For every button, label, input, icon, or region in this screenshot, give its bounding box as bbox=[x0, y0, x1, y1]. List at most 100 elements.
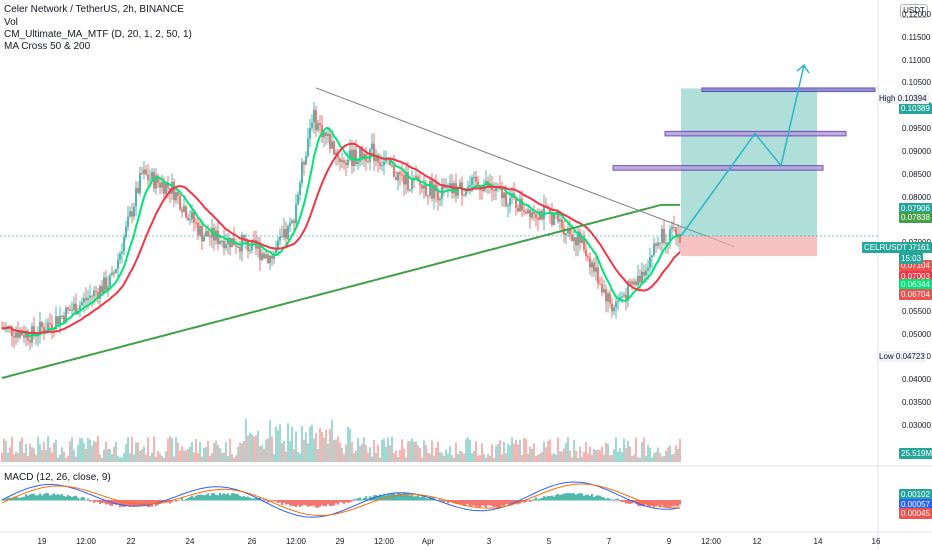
macd-histogram-bar bbox=[251, 498, 253, 501]
candle-body bbox=[129, 211, 131, 217]
volume-bar bbox=[435, 447, 437, 462]
candle-body bbox=[335, 152, 337, 155]
candle-body bbox=[623, 294, 625, 297]
volume-bar bbox=[65, 457, 67, 462]
candle-body bbox=[283, 229, 285, 238]
macd-histogram-bar bbox=[99, 500, 101, 504]
volume-bar bbox=[341, 447, 343, 462]
price-label: 0.07104 bbox=[899, 260, 932, 271]
volume-bar bbox=[79, 438, 81, 462]
candle-body bbox=[305, 156, 307, 165]
candle-body bbox=[293, 220, 295, 224]
candle-body bbox=[21, 331, 23, 336]
macd-histogram-bar bbox=[589, 496, 591, 501]
candle-body bbox=[463, 194, 465, 196]
candle-body bbox=[87, 298, 89, 301]
currency-button[interactable]: USDT bbox=[900, 4, 928, 18]
macd-histogram-bar bbox=[495, 500, 497, 507]
candle-body bbox=[585, 249, 587, 257]
volume-bar bbox=[213, 442, 215, 462]
candle-body bbox=[243, 235, 245, 241]
macd-histogram-bar bbox=[487, 500, 489, 506]
candle-body bbox=[573, 237, 575, 242]
volume-bar bbox=[55, 439, 57, 462]
volume-bar bbox=[375, 452, 377, 462]
candle-body bbox=[527, 209, 529, 214]
macd-histogram-bar bbox=[49, 495, 51, 501]
volume-bar bbox=[465, 439, 467, 462]
volume-bar bbox=[405, 457, 407, 462]
candle-body bbox=[113, 272, 115, 274]
volume-bar bbox=[33, 448, 35, 462]
candle-body bbox=[611, 303, 613, 312]
volume-bar bbox=[323, 437, 325, 462]
macd-histogram-bar bbox=[11, 497, 13, 501]
candle-body bbox=[299, 183, 301, 195]
macd-label: 0.00102 bbox=[899, 489, 932, 500]
volume-bar bbox=[73, 450, 75, 462]
volume-bar bbox=[105, 441, 107, 462]
ma-cross-legend[interactable]: MA Cross 50 & 200 bbox=[4, 41, 91, 52]
macd-histogram-bar bbox=[349, 500, 351, 503]
macd-histogram-bar bbox=[55, 494, 57, 501]
candle-body bbox=[71, 309, 73, 311]
volume-bar bbox=[225, 442, 227, 462]
volume-bar bbox=[221, 452, 223, 462]
macd-histogram-bar bbox=[423, 496, 425, 501]
macd-histogram-bar bbox=[143, 500, 145, 507]
candle-body bbox=[25, 331, 27, 338]
macd-histogram-bar bbox=[503, 500, 505, 507]
volume-bar bbox=[61, 447, 63, 462]
macd-histogram-bar bbox=[187, 498, 189, 501]
volume-bar bbox=[77, 444, 79, 462]
price-tick-label: 0.11000 bbox=[902, 55, 931, 65]
macd-histogram-bar bbox=[479, 500, 481, 508]
volume-bar bbox=[483, 454, 485, 462]
candle-body bbox=[287, 225, 289, 239]
volume-bar bbox=[505, 453, 507, 462]
macd-histogram-bar bbox=[405, 492, 407, 501]
candle-body bbox=[459, 182, 461, 188]
macd-legend[interactable]: MACD (12, 26, close, 9) bbox=[4, 472, 111, 483]
macd-label: 0.00045 bbox=[899, 508, 932, 519]
macd-histogram-bar bbox=[223, 493, 225, 501]
volume-bar bbox=[557, 437, 559, 462]
candle-body bbox=[189, 219, 191, 221]
volume-bar bbox=[663, 455, 665, 462]
candle-body bbox=[13, 335, 15, 338]
volume-bar bbox=[309, 426, 311, 462]
candle-body bbox=[147, 174, 149, 180]
macd-histogram-bar bbox=[33, 493, 35, 501]
volume-bar bbox=[451, 455, 453, 462]
macd-histogram-bar bbox=[283, 500, 285, 503]
volume-bar bbox=[49, 447, 51, 462]
low-label: Low 0.04723 bbox=[877, 351, 927, 362]
volume-bar bbox=[241, 443, 243, 462]
candle-body bbox=[433, 184, 435, 199]
candle-body bbox=[45, 329, 47, 333]
volume-bar bbox=[245, 418, 247, 462]
macd-histogram-bar bbox=[233, 493, 235, 501]
volume-bar bbox=[167, 438, 169, 462]
candle-body bbox=[219, 241, 221, 244]
macd-histogram-bar bbox=[641, 500, 643, 507]
macd-histogram-bar bbox=[171, 500, 173, 503]
high-label: High 0.10394 bbox=[877, 93, 929, 104]
volume-legend[interactable]: Vol bbox=[4, 17, 18, 28]
volume-bar bbox=[247, 435, 249, 462]
macd-histogram-bar bbox=[343, 500, 345, 504]
macd-histogram-bar bbox=[179, 499, 181, 501]
candle-body bbox=[199, 225, 201, 236]
symbol-legend[interactable]: Celer Network / TetherUS, 2h, BINANCE bbox=[4, 4, 184, 15]
volume-bar bbox=[623, 438, 625, 462]
macd-histogram-bar bbox=[465, 500, 467, 505]
volume-bar bbox=[597, 449, 599, 462]
macd-histogram-bar bbox=[381, 495, 383, 501]
volume-bar bbox=[441, 452, 443, 462]
macd-histogram-bar bbox=[149, 500, 151, 507]
macd-histogram-bar bbox=[301, 500, 303, 506]
cm-ma-legend[interactable]: CM_Ultimate_MA_MTF (D, 20, 1, 2, 50, 1) bbox=[4, 29, 192, 40]
candle-body bbox=[217, 230, 219, 244]
candle-body bbox=[115, 268, 117, 274]
